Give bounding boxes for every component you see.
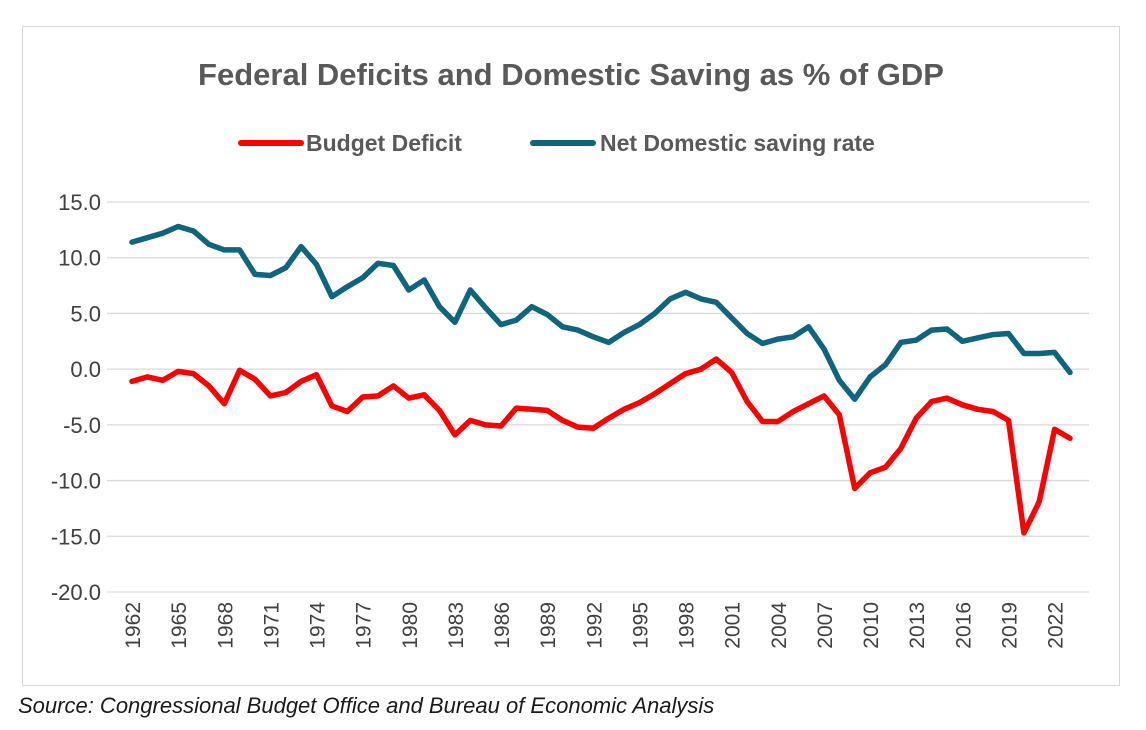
x-tick-label: 2001 (722, 602, 745, 649)
legend-label-net-domestic-saving: Net Domestic saving rate (600, 130, 875, 156)
x-tick-label: 1989 (537, 602, 560, 649)
y-axis: 15.0 10.0 5.0 0.0 -5.0 -10.0 -15.0 -20.0 (51, 190, 101, 605)
x-tick-label: 1965 (168, 602, 191, 649)
x-tick-label: 1995 (629, 602, 652, 649)
x-tick-label: 1971 (260, 602, 283, 649)
y-tick-label: -15.0 (51, 524, 101, 549)
x-tick-label: 1983 (445, 602, 468, 649)
x-tick-label: 2022 (1045, 602, 1068, 649)
x-tick-label: 1998 (676, 602, 699, 649)
y-tick-label: 5.0 (70, 301, 101, 326)
legend-label-budget-deficit: Budget Deficit (306, 130, 462, 156)
y-tick-label: 15.0 (58, 190, 101, 215)
x-tick-label: 2004 (768, 602, 791, 649)
series-line-net-domestic-saving (129, 223, 1073, 402)
source-note: Source: Congressional Budget Office and … (18, 693, 715, 718)
gridlines (107, 201, 1089, 593)
x-tick-label: 2010 (860, 602, 883, 649)
x-tick-label: 1992 (583, 602, 606, 649)
chart-frame: Federal Deficits and Domestic Saving as … (22, 26, 1120, 686)
legend: Budget Deficit Net Domestic saving rate (238, 130, 875, 156)
y-tick-label: -20.0 (51, 580, 101, 605)
y-tick-label: -10.0 (51, 469, 101, 494)
series-lines (129, 223, 1073, 536)
x-tick-label: 1974 (307, 602, 330, 649)
y-tick-label: 10.0 (58, 246, 101, 271)
x-tick-label: 2007 (814, 602, 837, 649)
x-tick-label: 1968 (214, 602, 237, 649)
x-tick-label: 2016 (952, 602, 975, 649)
x-tick-label: 1980 (399, 602, 422, 649)
x-tick-label: 2019 (998, 602, 1021, 649)
x-tick-label: 2013 (906, 602, 929, 649)
y-tick-label: 0.0 (70, 357, 101, 382)
x-axis: 1962 1965 1968 1971 1974 1977 1980 1983 1986 1989… (122, 602, 1068, 649)
chart-canvas: Federal Deficits and Domestic Saving as … (51, 57, 1089, 649)
x-tick-label: 1977 (353, 602, 376, 649)
y-tick-label: -5.0 (63, 413, 101, 438)
x-tick-label: 1962 (122, 602, 145, 649)
x-tick-label: 1986 (491, 602, 514, 649)
chart-title: Federal Deficits and Domestic Saving as … (198, 57, 944, 92)
series-line-budget-deficit (129, 356, 1073, 536)
